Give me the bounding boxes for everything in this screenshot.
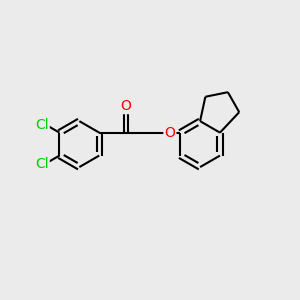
Text: O: O bbox=[120, 99, 131, 113]
Text: Cl: Cl bbox=[35, 157, 49, 171]
Text: O: O bbox=[164, 126, 175, 140]
Text: Cl: Cl bbox=[35, 118, 49, 131]
